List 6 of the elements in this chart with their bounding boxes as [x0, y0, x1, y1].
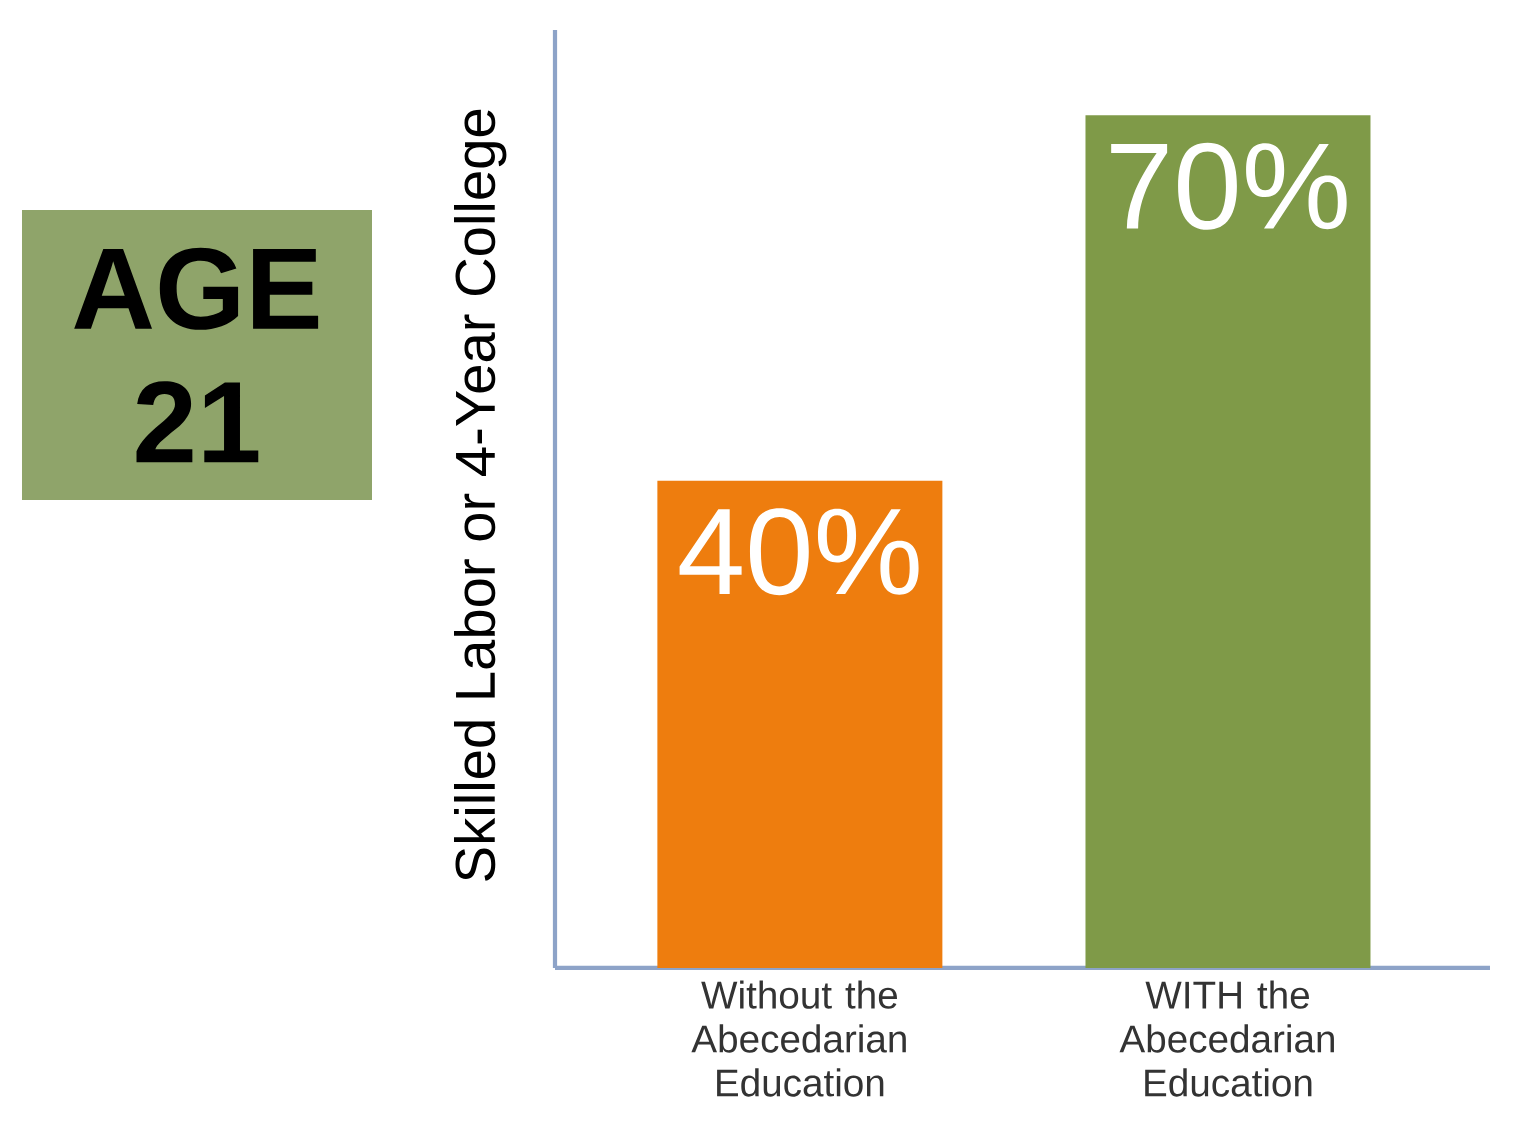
text: AGE 21: [74, 247, 319, 463]
data-label: 70%: [1111, 142, 1347, 230]
x-tick-label: WITH the Abecedarian Education: [1119, 980, 1334, 1097]
y-axis-title: Skilled Labor or 4-Year College: [454, 109, 507, 881]
x-tick-label: Without the Abecedarian Education: [691, 980, 906, 1097]
data-label: 40%: [679, 508, 919, 596]
